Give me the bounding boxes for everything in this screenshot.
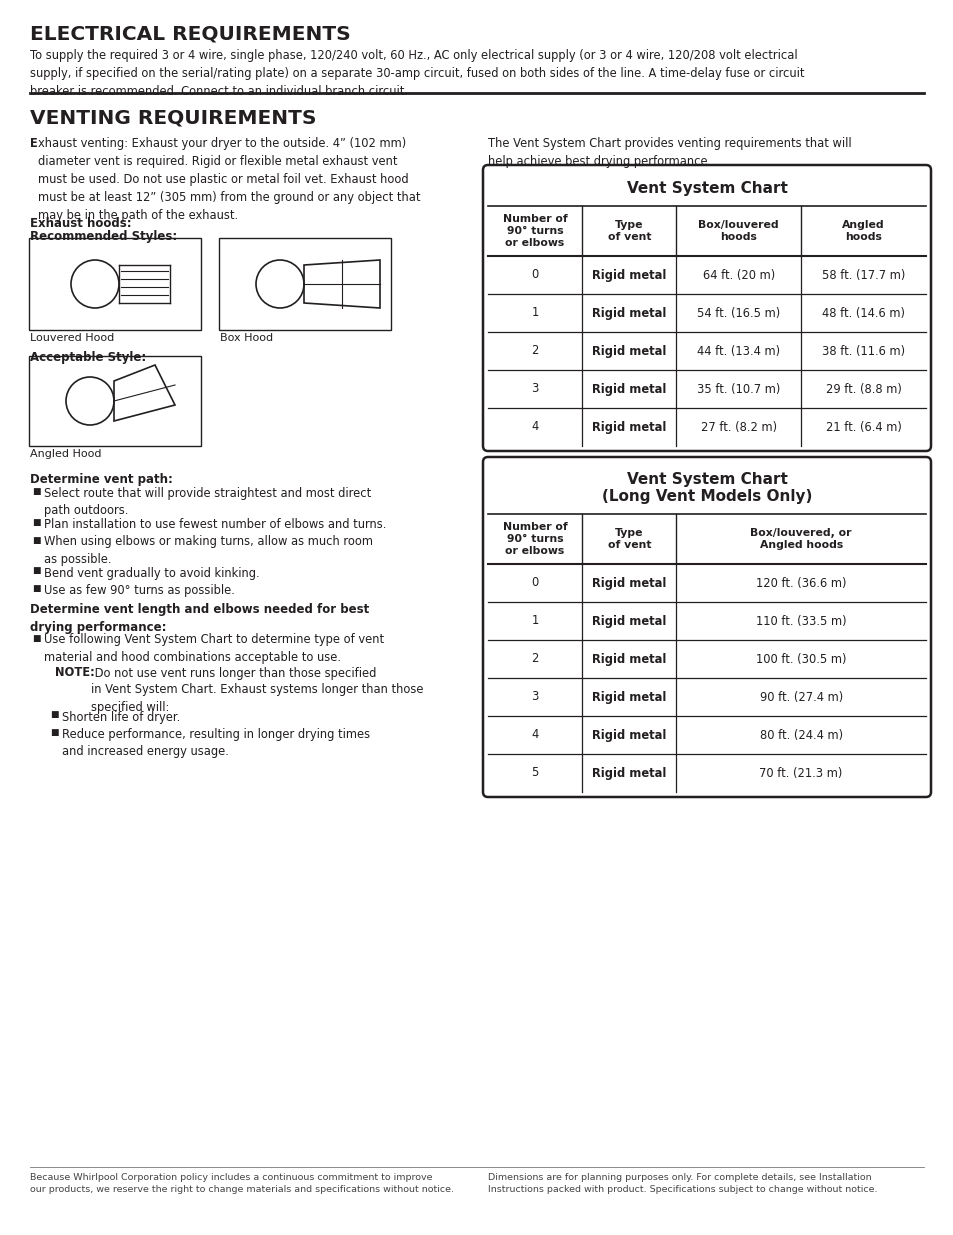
Text: 48 ft. (14.6 m): 48 ft. (14.6 m)	[821, 306, 904, 320]
Text: ■: ■	[32, 584, 40, 593]
Text: Use as few 90° turns as possible.: Use as few 90° turns as possible.	[44, 584, 234, 597]
Text: 80 ft. (24.4 m): 80 ft. (24.4 m)	[759, 729, 841, 741]
FancyBboxPatch shape	[29, 238, 201, 330]
Text: Because Whirlpool Corporation policy includes a continuous commitment to improve: Because Whirlpool Corporation policy inc…	[30, 1173, 454, 1194]
Text: Number of
90° turns
or elbows: Number of 90° turns or elbows	[502, 522, 567, 556]
Text: 27 ft. (8.2 m): 27 ft. (8.2 m)	[700, 420, 776, 433]
Text: 54 ft. (16.5 m): 54 ft. (16.5 m)	[697, 306, 780, 320]
Text: Rigid metal: Rigid metal	[592, 767, 666, 779]
Text: 3: 3	[531, 690, 538, 704]
Text: Recommended Styles:: Recommended Styles:	[30, 230, 177, 243]
FancyBboxPatch shape	[219, 238, 391, 330]
Text: Acceptable Style:: Acceptable Style:	[30, 351, 146, 364]
Text: 3: 3	[531, 383, 538, 395]
Text: 110 ft. (33.5 m): 110 ft. (33.5 m)	[755, 615, 845, 627]
Text: NOTE:: NOTE:	[55, 667, 94, 679]
Text: Rigid metal: Rigid metal	[592, 652, 666, 666]
Text: 58 ft. (17.7 m): 58 ft. (17.7 m)	[821, 268, 904, 282]
Text: Angled
hoods: Angled hoods	[841, 220, 884, 242]
Text: 35 ft. (10.7 m): 35 ft. (10.7 m)	[697, 383, 780, 395]
FancyBboxPatch shape	[482, 457, 930, 797]
Text: 1: 1	[531, 306, 538, 320]
Text: Rigid metal: Rigid metal	[592, 690, 666, 704]
Text: ■: ■	[32, 517, 40, 527]
Text: 120 ft. (36.6 m): 120 ft. (36.6 m)	[755, 577, 845, 589]
Text: When using elbows or making turns, allow as much room
as possible.: When using elbows or making turns, allow…	[44, 536, 373, 566]
Text: 64 ft. (20 m): 64 ft. (20 m)	[702, 268, 774, 282]
Text: ■: ■	[50, 710, 58, 720]
Text: 2: 2	[531, 652, 538, 666]
Text: ■: ■	[32, 536, 40, 545]
Text: Vent System Chart: Vent System Chart	[626, 180, 786, 195]
Text: ■: ■	[32, 487, 40, 496]
Text: Rigid metal: Rigid metal	[592, 729, 666, 741]
Text: Rigid metal: Rigid metal	[592, 615, 666, 627]
Text: Rigid metal: Rigid metal	[592, 306, 666, 320]
Text: VENTING REQUIREMENTS: VENTING REQUIREMENTS	[30, 109, 316, 128]
Text: Shorten life of dryer.: Shorten life of dryer.	[62, 710, 180, 724]
Text: Determine vent length and elbows needed for best
drying performance:: Determine vent length and elbows needed …	[30, 604, 369, 634]
Text: Select route that will provide straightest and most direct
path outdoors.: Select route that will provide straighte…	[44, 487, 371, 517]
Text: 44 ft. (13.4 m): 44 ft. (13.4 m)	[697, 345, 780, 357]
Text: ■: ■	[32, 567, 40, 576]
Text: 100 ft. (30.5 m): 100 ft. (30.5 m)	[755, 652, 845, 666]
Text: The Vent System Chart provides venting requirements that will
help achieve best : The Vent System Chart provides venting r…	[488, 137, 851, 168]
Text: Exhaust hoods:: Exhaust hoods:	[30, 217, 132, 230]
Text: 1: 1	[531, 615, 538, 627]
Text: Angled Hood: Angled Hood	[30, 450, 101, 459]
Text: Rigid metal: Rigid metal	[592, 420, 666, 433]
Text: Bend vent gradually to avoid kinking.: Bend vent gradually to avoid kinking.	[44, 567, 259, 579]
Text: 90 ft. (27.4 m): 90 ft. (27.4 m)	[759, 690, 841, 704]
Text: Use following Vent System Chart to determine type of vent
material and hood comb: Use following Vent System Chart to deter…	[44, 634, 384, 663]
Text: 29 ft. (8.8 m): 29 ft. (8.8 m)	[824, 383, 901, 395]
Text: Box Hood: Box Hood	[220, 333, 273, 343]
Text: Number of
90° turns
or elbows: Number of 90° turns or elbows	[502, 215, 567, 247]
Text: Box/louvered, or
Angled hoods: Box/louvered, or Angled hoods	[750, 529, 851, 550]
Text: Type
of vent: Type of vent	[607, 220, 650, 242]
Text: 5: 5	[531, 767, 538, 779]
Text: ELECTRICAL REQUIREMENTS: ELECTRICAL REQUIREMENTS	[30, 25, 351, 44]
Text: Do not use vent runs longer than those specified
in Vent System Chart. Exhaust s: Do not use vent runs longer than those s…	[91, 667, 423, 714]
Text: Louvered Hood: Louvered Hood	[30, 333, 114, 343]
Text: Rigid metal: Rigid metal	[592, 383, 666, 395]
Text: 70 ft. (21.3 m): 70 ft. (21.3 m)	[759, 767, 841, 779]
Text: Reduce performance, resulting in longer drying times
and increased energy usage.: Reduce performance, resulting in longer …	[62, 727, 370, 758]
Text: 0: 0	[531, 577, 538, 589]
Text: Box/louvered
hoods: Box/louvered hoods	[698, 220, 779, 242]
Text: Type
of vent: Type of vent	[607, 529, 650, 550]
Text: 21 ft. (6.4 m): 21 ft. (6.4 m)	[824, 420, 901, 433]
Text: Determine vent path:: Determine vent path:	[30, 473, 172, 487]
Text: To supply the required 3 or 4 wire, single phase, 120/240 volt, 60 Hz., AC only : To supply the required 3 or 4 wire, sing…	[30, 49, 803, 98]
Text: 4: 4	[531, 729, 538, 741]
Text: ■: ■	[50, 727, 58, 737]
Text: 0: 0	[531, 268, 538, 282]
Text: 2: 2	[531, 345, 538, 357]
Text: ■: ■	[32, 634, 40, 642]
Text: 4: 4	[531, 420, 538, 433]
FancyBboxPatch shape	[29, 356, 201, 446]
Text: Plan installation to use fewest number of elbows and turns.: Plan installation to use fewest number o…	[44, 517, 386, 531]
Text: Rigid metal: Rigid metal	[592, 268, 666, 282]
Text: Vent System Chart
(Long Vent Models Only): Vent System Chart (Long Vent Models Only…	[601, 472, 811, 504]
Text: 38 ft. (11.6 m): 38 ft. (11.6 m)	[821, 345, 904, 357]
Text: Rigid metal: Rigid metal	[592, 577, 666, 589]
FancyBboxPatch shape	[482, 165, 930, 451]
Text: E: E	[30, 137, 38, 149]
Text: xhaust venting: Exhaust your dryer to the outside. 4” (102 mm)
diameter vent is : xhaust venting: Exhaust your dryer to th…	[38, 137, 420, 222]
Text: Rigid metal: Rigid metal	[592, 345, 666, 357]
Text: Dimensions are for planning purposes only. For complete details, see Installatio: Dimensions are for planning purposes onl…	[488, 1173, 877, 1194]
